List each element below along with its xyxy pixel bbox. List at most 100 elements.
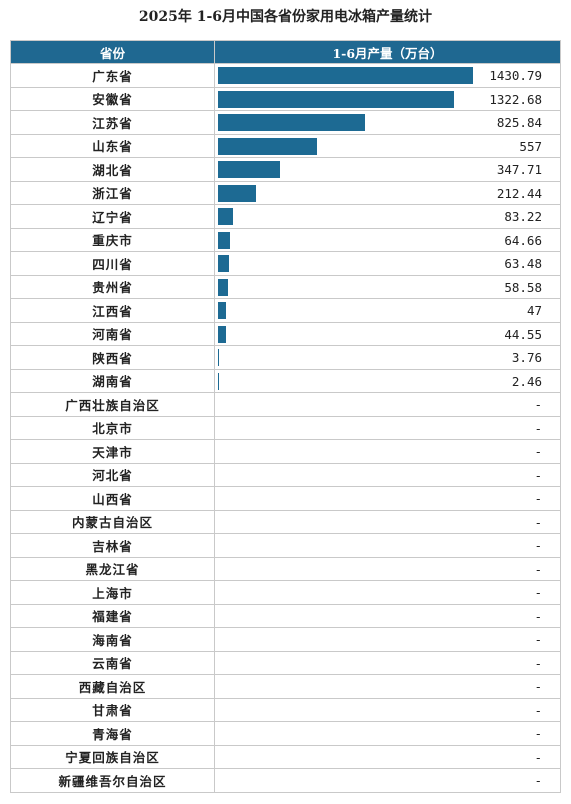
province-name: 河南省	[10, 321, 215, 346]
output-cell: 1322.68	[214, 86, 561, 111]
output-bar	[218, 114, 366, 131]
output-value: 212.44	[496, 185, 542, 201]
output-cell: -	[214, 697, 561, 722]
output-value: 825.84	[496, 115, 542, 130]
output-value: 2.46	[511, 373, 542, 389]
table-row: 新疆维吾尔自治区 -	[10, 768, 561, 793]
province-name: 北京市	[10, 415, 215, 440]
province-name: 广西壮族自治区	[10, 392, 215, 417]
table-body: 广东省 1430.79 安徽省 1322.68 江苏省 825.84 山东省 557 湖北省 34…	[10, 63, 561, 793]
province-name: 上海市	[10, 580, 215, 605]
table-row: 北京市 -	[10, 415, 561, 440]
table-row: 河北省 -	[10, 462, 561, 487]
output-cell: 557	[214, 133, 561, 158]
province-name: 宁夏回族自治区	[10, 744, 215, 769]
table-row: 湖北省 347.71	[10, 157, 561, 182]
table-row: 广东省 1430.79	[10, 63, 561, 88]
province-name: 山东省	[10, 133, 215, 158]
output-cell: 1430.79	[214, 63, 561, 88]
province-name: 西藏自治区	[10, 674, 215, 699]
province-name: 广东省	[10, 63, 215, 88]
output-cell: -	[214, 580, 561, 605]
table-row: 吉林省 -	[10, 533, 561, 558]
output-value: 63.48	[504, 256, 542, 271]
output-bar	[218, 208, 233, 225]
province-name: 海南省	[10, 627, 215, 652]
table-row: 广西壮族自治区 -	[10, 392, 561, 417]
table-row: 甘肃省 -	[10, 697, 561, 722]
output-bar	[218, 325, 226, 343]
province-name: 云南省	[10, 650, 215, 675]
table-row: 江西省 47	[10, 298, 561, 323]
output-value: -	[534, 749, 542, 765]
table-row: 青海省 -	[10, 721, 561, 746]
table-row: 贵州省 58.58	[10, 274, 561, 299]
chart-title: 2025年 1-6月中国各省份家用电冰箱产量统计	[138, 9, 433, 25]
province-name: 新疆维吾尔自治区	[10, 768, 215, 793]
output-value: -	[534, 467, 542, 483]
output-bar	[218, 255, 230, 272]
output-value: -	[534, 538, 542, 553]
output-cell: -	[214, 650, 561, 675]
column-header-province: 省份	[10, 40, 215, 64]
output-value: 64.66	[504, 232, 542, 248]
table-row: 云南省 -	[10, 650, 561, 675]
output-cell: -	[214, 768, 561, 793]
province-name: 甘肃省	[10, 697, 215, 722]
output-cell: -	[214, 533, 561, 558]
province-name: 内蒙古自治区	[10, 509, 215, 534]
output-cell: -	[214, 627, 561, 652]
output-cell: 83.22	[214, 204, 561, 229]
output-cell: -	[214, 462, 561, 487]
output-value: -	[534, 444, 542, 459]
output-value: -	[534, 702, 542, 718]
output-cell: -	[214, 603, 561, 628]
table-row: 黑龙江省 -	[10, 556, 561, 581]
table-row: 江苏省 825.84	[10, 110, 561, 135]
province-name: 江苏省	[10, 110, 215, 135]
output-value: 83.22	[504, 209, 542, 224]
output-value: 1430.79	[489, 68, 542, 83]
output-value: -	[534, 491, 542, 506]
table-row: 陕西省 3.76	[10, 345, 561, 370]
province-name: 陕西省	[10, 345, 215, 370]
output-bar	[218, 67, 473, 84]
province-name: 浙江省	[10, 180, 215, 205]
output-cell: 64.66	[214, 227, 561, 252]
table-row: 山东省 557	[10, 133, 561, 158]
table-row: 辽宁省 83.22	[10, 204, 561, 229]
table-row: 河南省 44.55	[10, 321, 561, 346]
province-name: 安徽省	[10, 86, 215, 111]
table-row: 安徽省 1322.68	[10, 86, 561, 111]
province-name: 重庆市	[10, 227, 215, 252]
output-value: 557	[519, 138, 542, 154]
output-cell: 44.55	[214, 321, 561, 346]
table-row: 内蒙古自治区 -	[10, 509, 561, 534]
table-row: 宁夏回族自治区 -	[10, 744, 561, 769]
output-cell: 212.44	[214, 180, 561, 205]
province-name: 天津市	[10, 439, 215, 464]
output-value: -	[534, 585, 542, 600]
province-name: 贵州省	[10, 274, 215, 299]
province-name: 青海省	[10, 721, 215, 746]
output-cell: -	[214, 674, 561, 699]
output-value: 58.58	[504, 279, 542, 295]
table-row: 福建省 -	[10, 603, 561, 628]
table-row: 重庆市 64.66	[10, 227, 561, 252]
column-header-output: 1-6月产量（万台）	[214, 40, 561, 64]
table-row: 天津市 -	[10, 439, 561, 464]
table-row: 上海市 -	[10, 580, 561, 605]
province-name: 江西省	[10, 298, 215, 323]
output-cell: 347.71	[214, 157, 561, 182]
output-value: -	[534, 397, 542, 412]
table-row: 四川省 63.48	[10, 251, 561, 276]
table-row: 海南省 -	[10, 627, 561, 652]
output-cell: 63.48	[214, 251, 561, 276]
province-name: 黑龙江省	[10, 556, 215, 581]
output-cell: 3.76	[214, 345, 561, 370]
output-bar	[218, 278, 229, 296]
output-value: -	[534, 514, 542, 530]
output-value: -	[534, 726, 542, 741]
output-cell: -	[214, 721, 561, 746]
output-value: 47	[526, 303, 542, 318]
